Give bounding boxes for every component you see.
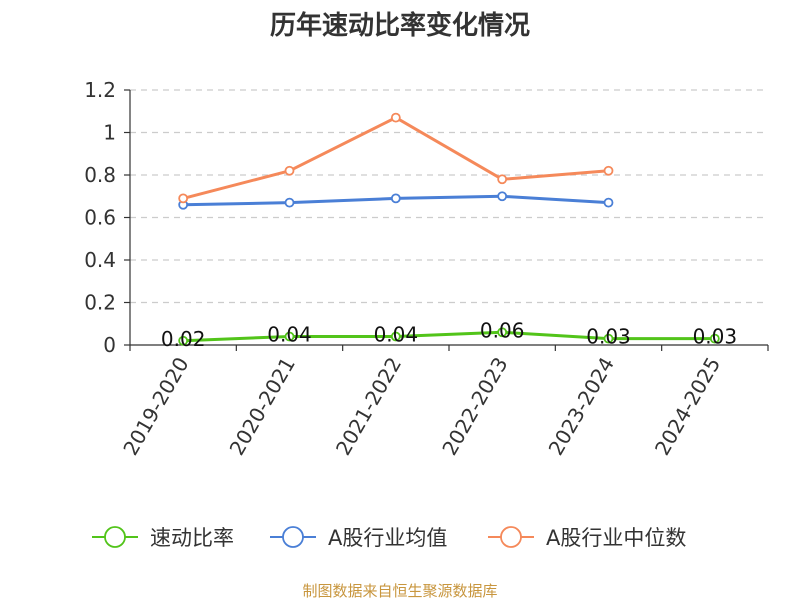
x-axis: 2019-2020 2020-2021 2021-2022 2022-2023 2023… bbox=[118, 344, 769, 459]
y-tick-label: 0 bbox=[103, 333, 116, 357]
x-tick-label: 2022-2023 bbox=[437, 353, 512, 459]
data-point bbox=[284, 331, 295, 342]
data-point bbox=[603, 165, 614, 176]
legend-label: A股行业中位数 bbox=[546, 526, 686, 550]
x-tick-label: 2021-2022 bbox=[331, 353, 406, 459]
y-tick-label: 0.6 bbox=[84, 206, 116, 230]
y-tick-label: 0.2 bbox=[84, 291, 116, 315]
data-point bbox=[603, 333, 614, 344]
data-point bbox=[284, 165, 295, 176]
data-label: 0.04 bbox=[374, 323, 419, 347]
grid bbox=[130, 89, 768, 304]
y-tick-label: 1.2 bbox=[84, 78, 116, 102]
source-note: 制图数据来自恒生聚源数据库 bbox=[302, 582, 497, 600]
series-line bbox=[182, 116, 609, 200]
data-label: 0.02 bbox=[161, 327, 206, 351]
data-point bbox=[709, 333, 720, 344]
data-point bbox=[284, 197, 295, 208]
legend-label: A股行业均值 bbox=[328, 526, 447, 550]
data-point bbox=[497, 174, 508, 185]
data-point bbox=[603, 197, 614, 208]
data-label: 0.03 bbox=[693, 325, 738, 349]
data-point bbox=[390, 193, 401, 204]
legend-marker bbox=[104, 526, 126, 548]
legend: 速动比率 A股行业均值 A股行业中位数 bbox=[92, 526, 686, 550]
y-tick-label: 0.4 bbox=[84, 248, 116, 272]
y-tick-label: 0.8 bbox=[84, 163, 116, 187]
series-line bbox=[183, 330, 715, 343]
data-point bbox=[497, 191, 508, 202]
series-lines bbox=[182, 116, 715, 343]
data-label: 0.03 bbox=[586, 325, 631, 349]
legend-label: 速动比率 bbox=[150, 526, 234, 550]
chart-title: 历年速动比率变化情况 bbox=[270, 10, 530, 41]
x-tick-label: 2024-2025 bbox=[650, 353, 725, 459]
data-point bbox=[390, 112, 401, 123]
data-labels: 0.02 0.04 0.04 0.06 0.03 0.03 bbox=[161, 318, 737, 351]
legend-marker bbox=[282, 526, 304, 548]
series-points bbox=[178, 112, 720, 346]
x-tick-label: 2023-2024 bbox=[544, 353, 619, 459]
data-point bbox=[178, 193, 189, 204]
y-tick-label: 1 bbox=[103, 121, 116, 145]
x-tick-label: 2020-2021 bbox=[225, 353, 300, 459]
data-label: 0.04 bbox=[267, 323, 312, 347]
data-label: 0.06 bbox=[480, 318, 525, 342]
y-axis: 0 0.2 0.4 0.6 0.8 1 1.2 bbox=[84, 78, 131, 357]
data-point bbox=[178, 335, 189, 346]
data-point bbox=[390, 331, 401, 342]
x-tick-label: 2019-2020 bbox=[118, 353, 193, 459]
data-point bbox=[497, 327, 508, 338]
legend-marker bbox=[500, 526, 522, 548]
